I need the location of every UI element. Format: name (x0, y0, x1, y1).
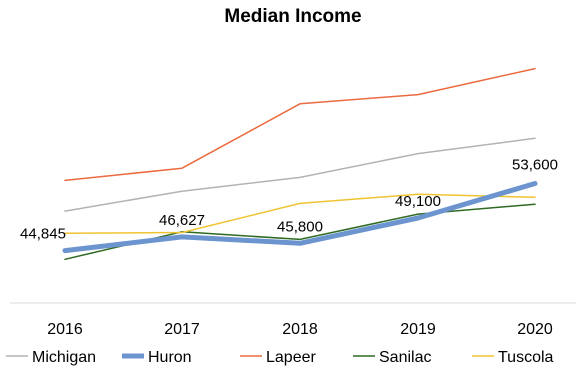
series-line-lapeer (65, 69, 535, 181)
x-tick-label: 2017 (164, 321, 200, 338)
legend-item-huron: Huron (122, 349, 192, 366)
series-line-huron (65, 184, 535, 251)
legend-label: Lapeer (266, 349, 316, 366)
data-label: 44,845 (20, 226, 66, 243)
data-label: 49,100 (395, 193, 441, 210)
legend-item-tuscola: Tuscola (472, 349, 554, 366)
legend-item-michigan: Michigan (6, 349, 96, 366)
legend-label: Huron (148, 349, 192, 366)
legend-label: Sanilac (379, 349, 431, 366)
data-label: 45,800 (277, 218, 323, 235)
legend-item-sanilac: Sanilac (353, 349, 431, 366)
series-line-michigan (65, 138, 535, 211)
legend: Michigan Huron Lapeer Sanilac Tuscola (6, 349, 554, 366)
legend-item-lapeer: Lapeer (240, 349, 316, 366)
x-axis: 2016 2017 2018 2019 2020 (10, 303, 576, 338)
x-tick-label: 2018 (282, 321, 318, 338)
x-tick-label: 2020 (517, 321, 553, 338)
data-label: 46,627 (159, 212, 205, 229)
data-label: 53,600 (512, 157, 558, 174)
legend-label: Michigan (32, 349, 96, 366)
x-tick-label: 2019 (400, 321, 436, 338)
legend-label: Tuscola (498, 349, 554, 366)
x-tick-label: 2016 (47, 321, 83, 338)
chart-title: Median Income (224, 6, 361, 27)
